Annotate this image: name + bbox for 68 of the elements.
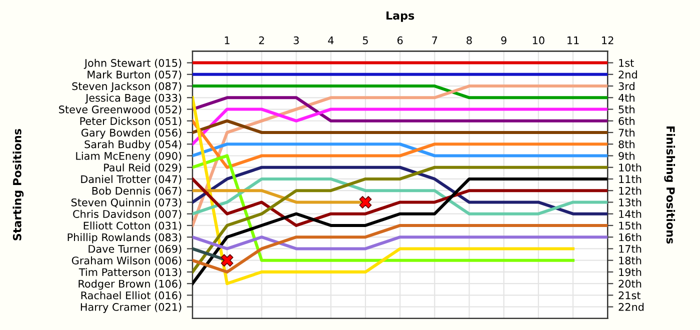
y2-tick-label: 7th — [618, 128, 634, 136]
x-axis-title: Laps — [386, 11, 414, 22]
category-label: Rachael Elliot (016) — [81, 291, 182, 301]
category-label: Elliott Cotton (031) — [84, 222, 182, 231]
category-label: Daniel Trotter (047) — [81, 175, 182, 184]
y2-tick-label: 14th — [619, 210, 642, 218]
x-tick-label: 12 — [602, 36, 614, 44]
x-tick-label: 10 — [532, 36, 544, 44]
y2-tick-label: 4th — [618, 94, 634, 102]
x-tick-label: 5 — [362, 36, 368, 44]
category-label: Rodger Brown (106) — [78, 280, 182, 290]
y2-tick-label: 12th — [619, 186, 642, 195]
category-label: Peter Dickson (051) — [80, 116, 182, 126]
category-label: Steve Greenwood (052) — [59, 105, 182, 115]
category-label: Steven Quinnin (073) — [71, 198, 182, 208]
x-tick-label: 7 — [432, 36, 438, 44]
x-tick-label: 6 — [397, 36, 403, 44]
category-label: Steven Jackson (087) — [72, 82, 182, 92]
line-series — [192, 84, 608, 228]
category-label: Graham Wilson (006) — [72, 256, 182, 266]
x-tick-label: 11 — [568, 36, 579, 44]
category-label: Phillip Rowlands (083) — [68, 233, 182, 244]
category-label: Paul Reid (029) — [104, 163, 182, 173]
y2-tick-label: 13th — [619, 198, 642, 206]
y2-tick-label: 5th — [618, 105, 634, 114]
category-label: Gary Bowden (056) — [81, 128, 182, 139]
x-tick-label: 3 — [294, 36, 299, 44]
x-tick-label: 2 — [259, 36, 264, 44]
y2-tick-label: 1st — [619, 59, 634, 67]
x-tick-label: 8 — [466, 36, 472, 44]
category-label: Mark Burton (057) — [88, 70, 182, 80]
text: Starting Positions — [12, 129, 24, 240]
line-series — [192, 224, 608, 274]
line-series — [192, 119, 608, 169]
y2-tick-label: 17th — [619, 244, 642, 253]
y2-tick-label: 3rd — [618, 82, 634, 90]
y2-tick-label: 21st — [618, 291, 641, 300]
category-label: Chris Davidson (007) — [73, 210, 182, 220]
line-series — [192, 177, 608, 286]
line-series — [192, 177, 608, 216]
category-label: Jessica Bage (033) — [85, 94, 182, 104]
y2-tick-label: 22nd — [618, 302, 644, 311]
y2-tick-label: 16th — [619, 233, 642, 242]
line-series — [192, 177, 608, 228]
y2-tick-label: 18th — [619, 256, 642, 264]
y2-tick-label: 9th — [618, 152, 634, 160]
line-series — [192, 96, 575, 286]
x-tick-label: 4 — [328, 36, 334, 44]
category-label: Tim Patterson (013) — [78, 268, 182, 278]
category-label: Bob Dennis (067) — [92, 186, 182, 196]
y2-tick-label: 10th — [619, 163, 642, 172]
line-series — [192, 166, 608, 274]
category-label: Sarah Budby (054) — [84, 140, 182, 150]
category-label: Liam McEneny (090) — [76, 152, 182, 162]
y2-axis-title: Finishing Positions — [664, 126, 676, 244]
x-tick-label: 1 — [224, 36, 230, 44]
category-label: Harry Cramer (021) — [80, 302, 182, 313]
y2-tick-label: 11th — [619, 175, 642, 183]
y2-tick-label: 6th — [618, 116, 634, 125]
y2-tick-label: 20th — [618, 280, 642, 288]
y2-tick-label: 8th — [618, 140, 634, 148]
y2-tick-label: 19th — [619, 268, 642, 276]
category-label: John Stewart (015) — [84, 58, 182, 69]
line-series — [192, 166, 608, 216]
x-tick-label: 9 — [501, 36, 506, 44]
y2-tick-label: 2nd — [618, 70, 637, 78]
category-label: Dave Turner (069) — [88, 244, 182, 254]
y2-tick-label: 15th — [619, 222, 642, 230]
